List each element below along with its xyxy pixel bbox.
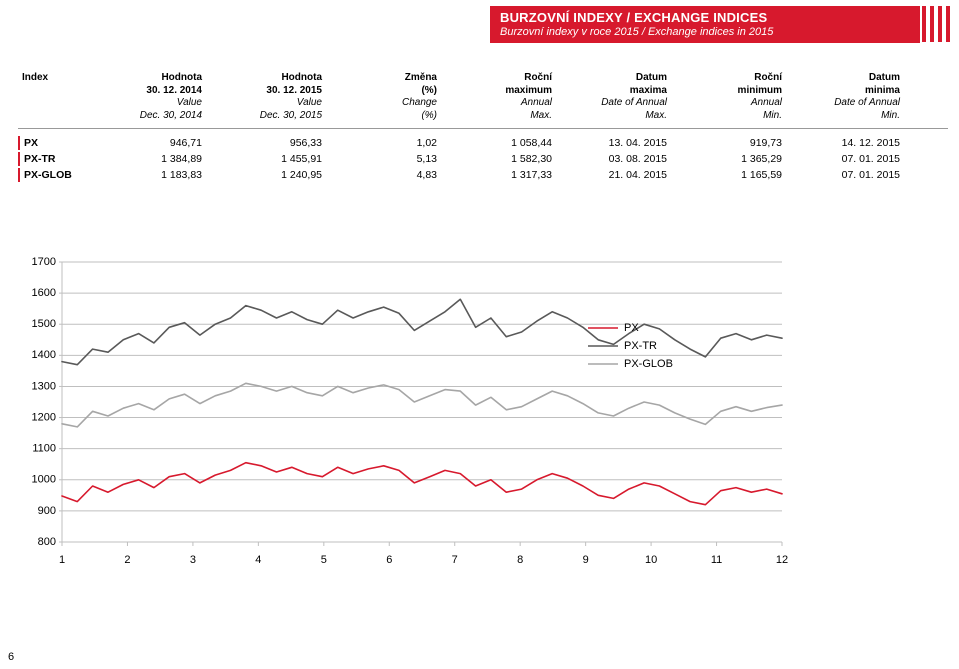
table-cell: PX-GLOB: [18, 167, 96, 183]
table-cell: 5,13: [326, 151, 441, 167]
table-cell: 919,73: [671, 135, 786, 151]
table-rows: PX946,71956,331,021 058,4413. 04. 201591…: [18, 135, 948, 183]
table-row: PX946,71956,331,021 058,4413. 04. 201591…: [18, 135, 948, 151]
svg-text:900: 900: [38, 505, 56, 517]
title-band: BURZOVNÍ INDEXY / EXCHANGE INDICES Burzo…: [490, 6, 920, 43]
svg-text:PX-GLOB: PX-GLOB: [624, 358, 673, 370]
title-sub: Burzovní indexy v roce 2015 / Exchange i…: [500, 26, 910, 38]
table-cell: 1 582,30: [441, 151, 556, 167]
hdr-max-date: Datum maxima Date of Annual Max.: [556, 70, 671, 128]
table-cell: 956,33: [206, 135, 326, 151]
table-cell: PX-TR: [18, 151, 96, 167]
table-cell: 1,02: [326, 135, 441, 151]
svg-text:1100: 1100: [32, 443, 56, 455]
page-number: 6: [8, 651, 14, 663]
table-row: PX-GLOB1 183,831 240,954,831 317,3321. 0…: [18, 167, 948, 183]
table-cell: 1 165,59: [671, 167, 786, 183]
table-cell: 03. 08. 2015: [556, 151, 671, 167]
svg-text:1200: 1200: [32, 411, 56, 423]
svg-text:PX-TR: PX-TR: [624, 340, 657, 352]
table-cell: 1 240,95: [206, 167, 326, 183]
title-main: BURZOVNÍ INDEXY / EXCHANGE INDICES: [500, 10, 910, 25]
svg-text:11: 11: [711, 554, 722, 566]
svg-text:10: 10: [645, 554, 657, 566]
table-cell: 13. 04. 2015: [556, 135, 671, 151]
svg-text:1: 1: [59, 554, 65, 566]
hdr-min-date: Datum minima Date of Annual Min.: [786, 70, 904, 128]
hdr-index: Index: [18, 70, 96, 128]
svg-text:8: 8: [517, 554, 523, 566]
hdr-annual-max: Roční maximum Annual Max.: [441, 70, 556, 128]
svg-text:1400: 1400: [32, 349, 56, 361]
hdr-change: Změna (%) Change (%): [326, 70, 441, 128]
table-cell: 1 317,33: [441, 167, 556, 183]
svg-text:1700: 1700: [32, 256, 56, 268]
svg-text:2: 2: [124, 554, 130, 566]
chart-svg: 8009001000110012001300140015001600170012…: [18, 250, 898, 570]
hdr-index-label: Index: [22, 72, 48, 83]
svg-text:4: 4: [255, 554, 261, 566]
table-cell: 1 058,44: [441, 135, 556, 151]
svg-text:1300: 1300: [32, 380, 56, 392]
svg-text:1500: 1500: [32, 318, 56, 330]
table-cell: 4,83: [326, 167, 441, 183]
hdr-annual-min: Roční minimum Annual Min.: [671, 70, 786, 128]
table-row: PX-TR1 384,891 455,915,131 582,3003. 08.…: [18, 151, 948, 167]
table-cell: 1 183,83: [96, 167, 206, 183]
table-cell: PX: [18, 135, 96, 151]
table-cell: 946,71: [96, 135, 206, 151]
table-cell: 1 384,89: [96, 151, 206, 167]
table-cell: 21. 04. 2015: [556, 167, 671, 183]
table-cell: 07. 01. 2015: [786, 151, 904, 167]
table-cell: 14. 12. 2015: [786, 135, 904, 151]
svg-text:5: 5: [321, 554, 327, 566]
table-cell: 1 365,29: [671, 151, 786, 167]
indices-table: Index Hodnota 30. 12. 2014 Value Dec. 30…: [18, 70, 948, 183]
table-cell: 07. 01. 2015: [786, 167, 904, 183]
svg-text:3: 3: [190, 554, 196, 566]
svg-text:9: 9: [583, 554, 589, 566]
table-cell: 1 455,91: [206, 151, 326, 167]
svg-text:1000: 1000: [32, 474, 56, 486]
svg-text:12: 12: [776, 554, 788, 566]
svg-text:6: 6: [386, 554, 392, 566]
indices-chart: 8009001000110012001300140015001600170012…: [18, 250, 898, 570]
table-header: Index Hodnota 30. 12. 2014 Value Dec. 30…: [18, 70, 948, 128]
hdr-value-2015: Hodnota 30. 12. 2015 Value Dec. 30, 2015: [206, 70, 326, 128]
svg-text:7: 7: [452, 554, 458, 566]
svg-text:1600: 1600: [32, 287, 56, 299]
svg-text:PX: PX: [624, 322, 639, 334]
svg-text:800: 800: [38, 536, 56, 548]
hdr-value-2014: Hodnota 30. 12. 2014 Value Dec. 30, 2014: [96, 70, 206, 128]
decorative-tubes: [922, 6, 950, 42]
